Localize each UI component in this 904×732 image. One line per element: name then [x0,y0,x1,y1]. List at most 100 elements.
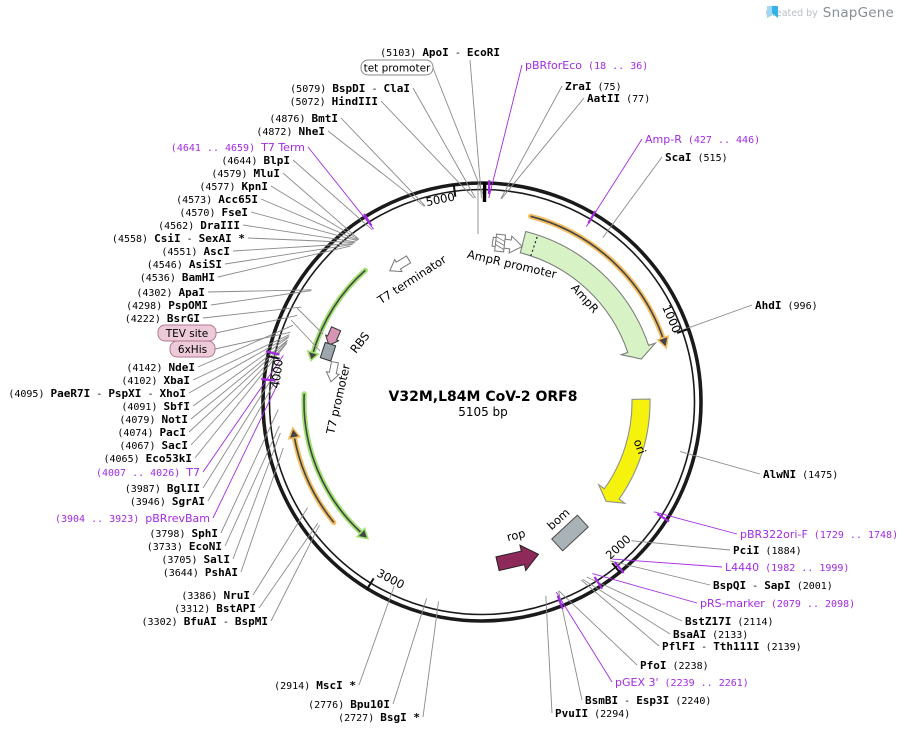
site-label-saci[interactable]: (4067) SacI [119,439,188,452]
site-label-t7-term-primer[interactable]: (4641 .. 4659) T7 Term [171,141,305,154]
leader-line-eco53ki [194,343,287,459]
feature-orf-arrow-left[interactable] [287,426,337,526]
site-label-bglii[interactable]: (3987) BglII [125,482,200,495]
gene-arrow-upper-core [312,269,366,353]
ampr-cds-shape[interactable] [519,230,658,360]
feature-ori[interactable] [597,398,651,504]
site-label-pfoi[interactable]: PfoI (2238) [640,659,709,672]
site-label-msci[interactable]: (2914) MscI * [274,679,356,692]
site-label-bspqi-sapi[interactable]: BspQI - SapI (2001) [713,579,833,592]
site-label-mlui[interactable]: (4579) MluI [211,167,280,180]
leader-line-tet-promoter [432,67,485,199]
leader-line-pbrforeco-primer [488,64,523,199]
site-label-nrui[interactable]: (3386) NruI [181,589,250,602]
primer-tick [261,377,276,382]
t7-terminator-label[interactable]: T7 terminator [374,252,449,308]
site-label-aatii[interactable]: AatII (77) [587,92,650,105]
site-label-pflfi-tth111i[interactable]: PflFI - Tth111I (2139) [662,640,802,653]
feature-orf-arrow-right[interactable] [528,213,670,350]
feature-bom-box[interactable] [551,514,589,552]
site-label-scai[interactable]: ScaI (515) [665,151,728,164]
site-label-bsrgi[interactable]: (4222) BsrGI [125,312,200,325]
site-label-eco53ki[interactable]: (4065) Eco53kI [103,452,192,465]
rbs-label[interactable]: RBS [347,329,372,356]
site-label-sphi[interactable]: (3798) SphI [149,527,218,540]
rop-label[interactable]: rop [505,526,527,544]
leader-line-pbr322ori-f-primer [653,511,738,535]
leader-line-sgrai [207,372,281,502]
boxed-label-6xhis[interactable]: 6xHis [169,340,216,358]
site-label-fsei[interactable]: (4570) FseI [179,206,248,219]
site-label-sali[interactable]: (3705) SalI [161,553,230,566]
ori-shape[interactable] [597,398,651,504]
site-label-pvuii[interactable]: PvuII (2294) [555,707,630,720]
site-label-blpi[interactable]: (4644) BlpI [221,154,290,167]
boxed-label-tet-promoter[interactable]: tet promoter [360,59,434,76]
site-label-pbrforeco-primer[interactable]: pBRforEco (18 .. 36) [525,59,648,72]
site-label-bstapi[interactable]: (3312) BstAPI [174,602,256,615]
t7-terminator-arrow-shape [389,255,412,273]
feature-t7-terminator-arrow[interactable] [386,253,412,276]
site-label-paci[interactable]: (4074) PacI [117,426,186,439]
leader-line-ndei [197,324,294,368]
site-label-pgex-3-primer[interactable]: pGEX 3' (2239 .. 2261) [615,676,749,689]
site-label-zrai[interactable]: ZraI (75) [565,80,622,93]
site-label-sbfi[interactable]: (4091) SbfI [121,400,190,413]
leader-line-pvuii [545,595,553,714]
feature-t7-promoter-arrow[interactable] [325,360,342,383]
feature-rbs-spacer-box[interactable] [319,341,337,362]
site-label-bmti[interactable]: (4876) BmtI [269,112,338,125]
feature-ampr-cds[interactable] [519,230,658,360]
snapgene-branding: Created by SnapGene [766,5,894,21]
feature-rbs-arrow[interactable] [323,326,343,348]
site-label-sgrai[interactable]: (3946) SgrAI [130,495,205,508]
leader-line-bstapi [258,522,319,609]
leader-line-bglii [202,362,283,489]
site-label-t7-primer[interactable]: (4007 .. 4026) T7 [96,466,200,479]
site-label-noti[interactable]: (4079) NotI [119,413,188,426]
site-label-kpni[interactable]: (4577) KpnI [199,180,268,193]
site-label-ahdi[interactable]: AhdI (996) [755,299,818,312]
site-label-prs-marker-primer[interactable]: pRS-marker (2079 .. 2098) [700,597,855,610]
site-label-apai[interactable]: (4302) ApaI [136,286,205,299]
site-label-bspdi-clai[interactable]: (5079) BspDI - ClaI [290,82,410,95]
site-label-amp-r-primer[interactable]: Amp-R (427 .. 446) [645,133,760,146]
site-label-bfuai-bspmi[interactable]: (3302) BfuAI - BspMI [142,615,268,628]
leader-line-asisi [224,243,353,265]
orf-arrow-left-halo [291,435,337,526]
site-label-paer7i-pspxi-xhoi[interactable]: (4095) PaeR7I - PspXI - XhoI [8,387,186,400]
feature-ampr-promoter-box[interactable] [494,233,507,253]
feature-rop-arrow[interactable] [495,542,542,577]
boxed-label-tev-site[interactable]: TEV site [157,324,217,342]
site-label-bpu10i[interactable]: (2776) Bpu10I [308,698,390,711]
site-label-bsaai[interactable]: BsaAI (2133) [673,628,748,641]
site-label-acc65i[interactable]: (4573) Acc65I [176,193,258,206]
site-label-pbrrevbam-primer[interactable]: (3904 .. 3923) pBRrevBam [55,512,210,525]
gene-arrow-lower-core [303,393,362,534]
site-label-alwni[interactable]: AlwNI (1475) [763,468,838,481]
site-label-pbr322ori-f-primer[interactable]: pBR322ori-F (1729 .. 1748) [740,528,898,541]
ori-label[interactable]: ori [631,437,649,456]
site-label-bstz17i[interactable]: BstZ17I (2114) [685,615,774,628]
site-label-l4440-primer[interactable]: L4440 (1982 .. 1999) [725,561,849,574]
site-label-econi[interactable]: (3733) EcoNI [147,540,222,553]
leader-line-pflfi-tth111i [581,579,660,647]
site-label-csii-sexai[interactable]: (4558) CsiI - SexAI * [112,232,245,245]
site-label-pshai[interactable]: (3644) PshAI [163,566,238,579]
site-label-xbai[interactable]: (4102) XbaI [121,374,190,387]
site-label-hindiii[interactable]: (5072) HindIII [289,95,378,108]
primer-tick [656,513,670,523]
site-label-bsgi[interactable]: (2727) BsgI * [338,711,420,724]
site-label-bamhi[interactable]: (4536) BamHI [140,271,215,284]
site-label-bsmbi-esp3i[interactable]: BsmBI - Esp3I (2240) [585,694,711,707]
site-label-draiii[interactable]: (4562) DraIII [158,219,240,232]
site-label-ndei[interactable]: (4142) NdeI [126,361,195,374]
site-label-pspomi[interactable]: (4298) PspOMI [126,299,208,312]
site-label-asisi[interactable]: (4546) AsiSI [147,258,222,271]
feature-gene-arrow-lower[interactable] [301,391,370,540]
site-label-apoi-ecori[interactable]: (5103) ApoI - EcoRI [380,46,500,59]
site-label-asci[interactable]: (4551) AscI [161,245,230,258]
feature-gene-arrow-upper[interactable] [306,267,368,362]
site-label-pcii[interactable]: PciI (1884) [733,544,802,557]
site-label-nhei[interactable]: (4872) NheI [256,125,325,138]
